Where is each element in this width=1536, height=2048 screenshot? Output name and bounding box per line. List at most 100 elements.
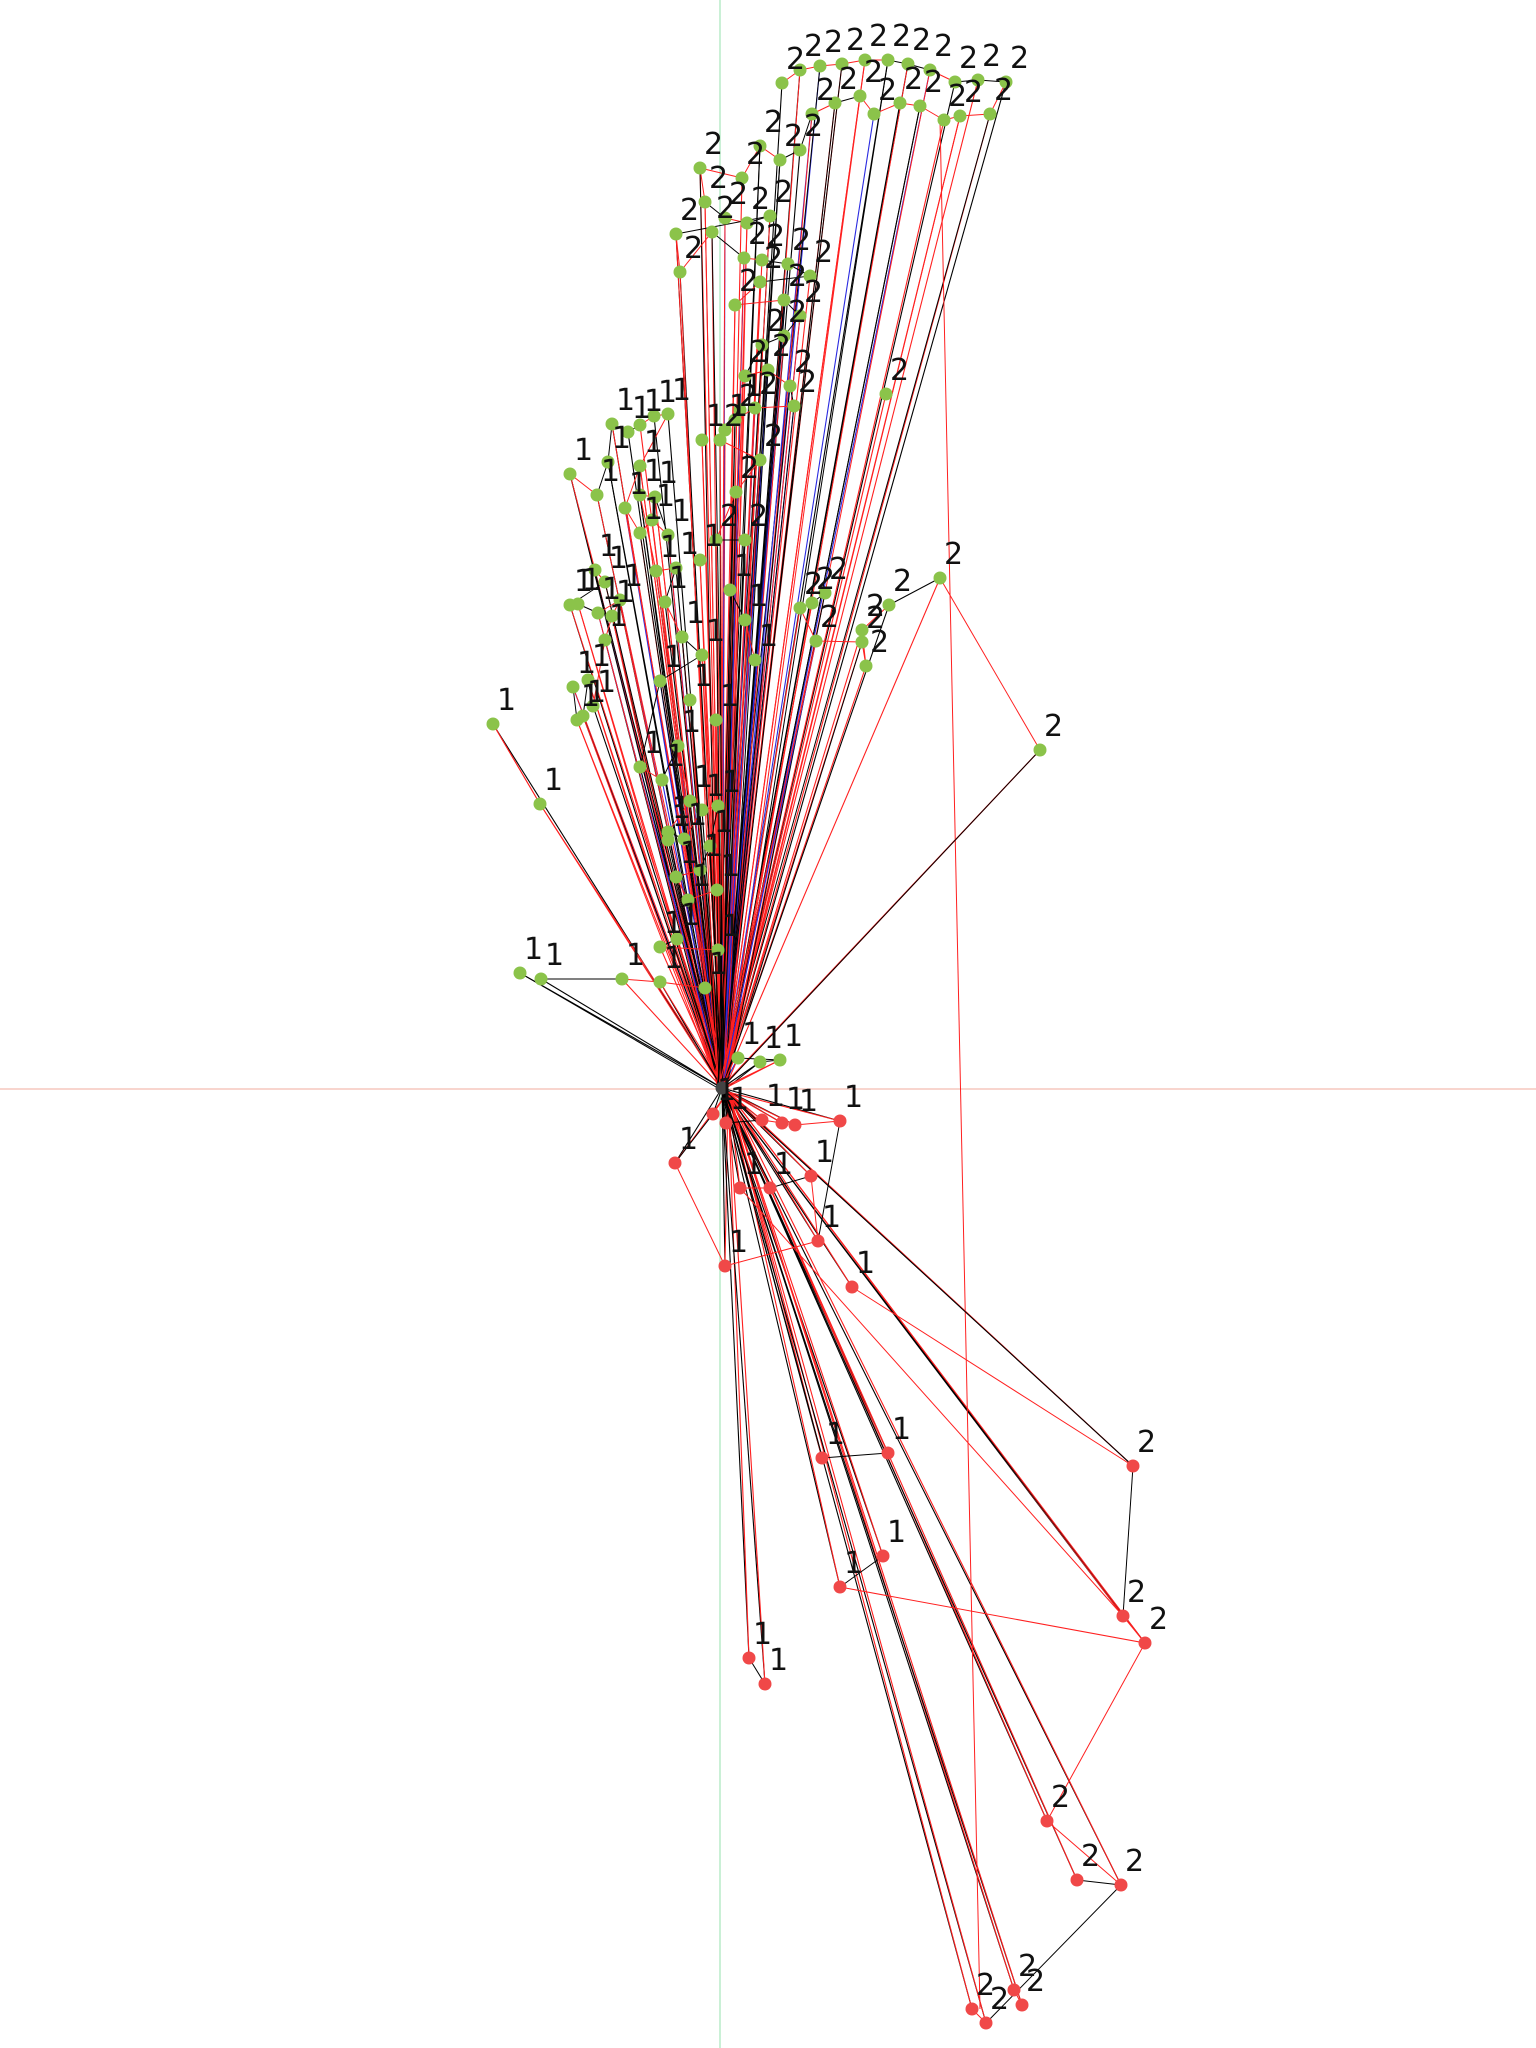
upper-node bbox=[738, 533, 752, 547]
edge-hub-upper bbox=[717, 539, 746, 1089]
node-label: 2 bbox=[766, 219, 785, 254]
upper-node bbox=[703, 839, 717, 853]
edge-hub-upper bbox=[723, 641, 863, 1089]
node-label: 2 bbox=[788, 259, 807, 294]
edge-local bbox=[815, 640, 863, 643]
edge-local bbox=[817, 1120, 841, 1242]
node-label: 2 bbox=[820, 600, 839, 635]
node-label: 1 bbox=[644, 384, 663, 419]
edge-hub-lower bbox=[721, 1087, 1078, 1881]
node-label: 1 bbox=[629, 467, 648, 502]
node-label: 1 bbox=[706, 614, 725, 649]
node-label: 1 bbox=[769, 1643, 788, 1678]
node-label: 1 bbox=[753, 1617, 772, 1652]
lower-node bbox=[706, 1107, 720, 1121]
upper-node bbox=[879, 387, 893, 401]
edge-local bbox=[888, 577, 941, 606]
node-label: 1 bbox=[609, 541, 628, 576]
edge-hub-upper bbox=[569, 604, 723, 1089]
upper-node bbox=[598, 575, 612, 589]
upper-node bbox=[793, 143, 807, 157]
edge-local bbox=[719, 439, 761, 461]
upper-node bbox=[711, 799, 725, 813]
node-label: 1 bbox=[666, 739, 685, 774]
edge-hub-upper bbox=[723, 63, 909, 1089]
node-label: 2 bbox=[804, 275, 823, 310]
lower-node bbox=[965, 2002, 979, 2016]
edge-local bbox=[677, 745, 691, 802]
node-label: 2 bbox=[748, 217, 767, 252]
edge-hub-upper bbox=[597, 612, 723, 1089]
upper-node bbox=[534, 972, 548, 986]
upper-node bbox=[738, 613, 752, 627]
edge-hub-upper bbox=[699, 559, 723, 1089]
node-label: 1 bbox=[722, 765, 741, 800]
upper-node bbox=[835, 57, 849, 71]
upper-node bbox=[933, 571, 947, 585]
edge-local bbox=[711, 231, 745, 259]
edge-hub-lower bbox=[721, 1087, 1122, 1886]
edge-hub-lower bbox=[727, 1091, 841, 1122]
edge-local bbox=[659, 654, 703, 682]
upper-node bbox=[563, 598, 577, 612]
upper-node bbox=[671, 739, 685, 753]
node-label: 1 bbox=[764, 1021, 783, 1056]
edge-hub-lower bbox=[721, 1087, 987, 2024]
upper-node bbox=[695, 803, 709, 817]
node-label: 1 bbox=[686, 596, 705, 631]
edge-hub-upper bbox=[572, 686, 725, 1089]
node-label: 2 bbox=[816, 562, 835, 597]
upper-node bbox=[709, 713, 723, 727]
edge-hub-lower bbox=[721, 1087, 1023, 2006]
upper-node bbox=[648, 490, 662, 504]
edge-hub-lower bbox=[727, 1091, 987, 2024]
node-label: 1 bbox=[766, 1079, 785, 1114]
upper-node bbox=[748, 401, 762, 415]
edge-hub-upper bbox=[726, 1061, 761, 1089]
edge-hub-upper bbox=[725, 1059, 781, 1089]
lower-node bbox=[1114, 1878, 1128, 1892]
lower-node bbox=[742, 1651, 756, 1665]
edge-hub-lower bbox=[674, 1087, 723, 1164]
upper-node bbox=[953, 109, 967, 123]
upper-node bbox=[753, 139, 767, 153]
node-label: 2 bbox=[716, 191, 735, 226]
upper-node bbox=[781, 257, 795, 271]
node-label: 2 bbox=[904, 62, 923, 97]
node-label: 1 bbox=[660, 530, 679, 565]
upper-node bbox=[618, 501, 632, 515]
upper-node bbox=[777, 293, 791, 307]
node-label: 2 bbox=[724, 399, 743, 434]
node-label: 2 bbox=[798, 365, 817, 400]
lower-node bbox=[788, 1118, 802, 1132]
node-label: 1 bbox=[582, 563, 601, 598]
upper-node bbox=[681, 893, 695, 907]
node-label: 2 bbox=[892, 19, 911, 54]
node-label: 2 bbox=[720, 499, 739, 534]
upper-node bbox=[971, 73, 985, 87]
upper-node bbox=[728, 298, 742, 312]
node-label: 2 bbox=[864, 55, 883, 90]
upper-node bbox=[669, 870, 683, 884]
node-label: 2 bbox=[948, 79, 967, 114]
node-label: 1 bbox=[644, 425, 663, 460]
node-label: 2 bbox=[1044, 709, 1063, 744]
edge-hub-upper bbox=[721, 604, 890, 1089]
upper-node bbox=[753, 453, 767, 467]
edge-hub-upper bbox=[676, 938, 724, 1089]
upper-node bbox=[621, 425, 635, 439]
upper-node bbox=[763, 209, 777, 223]
node-label: 1 bbox=[664, 906, 683, 941]
upper-node bbox=[601, 455, 615, 469]
node-label: 1 bbox=[744, 1147, 763, 1182]
upper-node bbox=[1033, 743, 1047, 757]
node-label: 1 bbox=[681, 898, 700, 933]
edge-hub-upper bbox=[715, 539, 727, 1089]
upper-node bbox=[753, 275, 767, 289]
upper-node bbox=[673, 265, 687, 279]
upper-node bbox=[805, 596, 819, 610]
upper-node bbox=[999, 75, 1013, 89]
node-label: 2 bbox=[749, 499, 768, 534]
node-label: 2 bbox=[824, 25, 843, 60]
node-label: 1 bbox=[587, 675, 606, 710]
